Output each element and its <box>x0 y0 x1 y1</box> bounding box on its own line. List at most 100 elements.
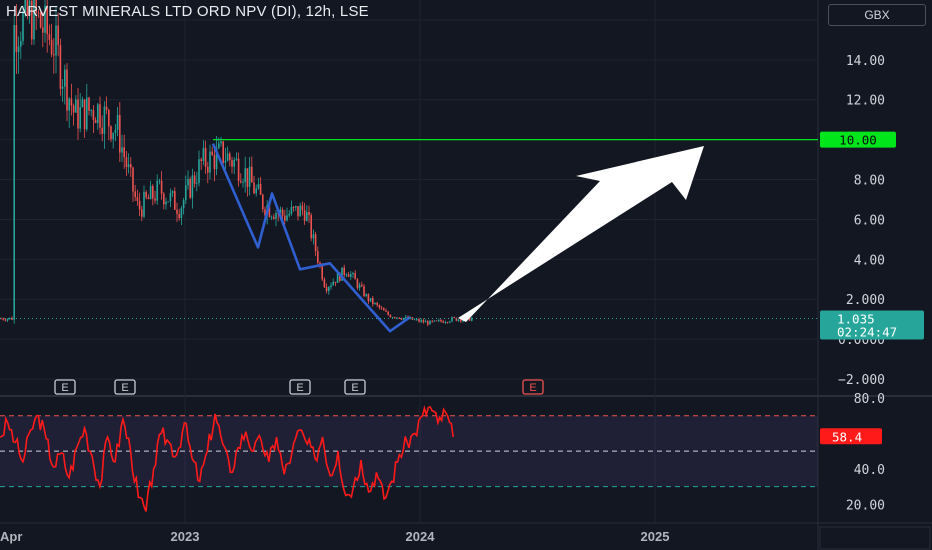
candle-body <box>165 201 167 205</box>
candle-body <box>94 119 97 124</box>
candle-body <box>455 317 458 321</box>
candle-body <box>433 320 436 322</box>
candle-body <box>242 182 244 184</box>
rsi-tick-label: 20.00 <box>846 498 885 513</box>
candle-body <box>389 314 392 318</box>
candle-body <box>255 188 257 194</box>
candle-body <box>15 25 18 53</box>
candle-body <box>6 318 9 321</box>
candle-body <box>264 209 266 216</box>
candle-body <box>108 109 110 127</box>
candle-body <box>171 191 174 194</box>
candle-body <box>68 98 70 111</box>
candles <box>0 0 473 327</box>
candle-body <box>440 319 442 322</box>
candle-body <box>372 298 374 305</box>
candle-body <box>332 281 334 286</box>
x-tick-label: 2025 <box>641 529 670 544</box>
candle-body <box>323 279 326 288</box>
candle-body <box>123 147 125 158</box>
candle-body <box>343 267 345 275</box>
last-price-countdown: 02:24:47 <box>837 324 897 339</box>
candle-body <box>154 198 156 201</box>
candle-body <box>319 262 321 266</box>
candle-body <box>200 159 202 161</box>
candle-body <box>438 319 440 321</box>
candle-body <box>229 153 231 161</box>
candle-body <box>235 158 238 160</box>
candle-body <box>57 25 59 46</box>
candle-body <box>275 213 277 219</box>
currency-button[interactable]: GBX <box>828 4 926 26</box>
corner-settings <box>819 526 931 550</box>
candle-body <box>303 210 306 221</box>
candle-body <box>77 99 79 129</box>
candle-body <box>367 294 370 302</box>
earnings-marker[interactable]: E <box>522 379 544 395</box>
candle-body <box>259 184 262 195</box>
last-price-label-bg <box>820 310 924 340</box>
candle-body <box>160 180 163 194</box>
candle-body <box>376 302 378 306</box>
candle-body <box>143 191 145 217</box>
candle-body <box>26 0 29 16</box>
earnings-marker[interactable]: E <box>344 379 366 395</box>
candle-body <box>31 0 33 40</box>
candle-body <box>24 0 26 12</box>
earnings-marker[interactable]: E <box>54 379 76 395</box>
candle-body <box>130 164 132 168</box>
candle-body <box>33 0 35 40</box>
earnings-marker[interactable]: E <box>114 379 136 395</box>
candle-body <box>330 285 332 288</box>
candle-body <box>301 205 304 211</box>
candle-body <box>284 215 286 221</box>
candle-body <box>314 234 317 252</box>
candle-body <box>72 105 75 113</box>
candle-body <box>365 294 367 297</box>
candle-body <box>312 234 315 239</box>
candle-body <box>268 205 271 217</box>
candle-body <box>405 316 407 318</box>
candle-body <box>88 97 90 111</box>
candle-body <box>290 206 293 214</box>
candle-body <box>48 34 51 40</box>
candle-body <box>97 104 99 124</box>
candle-body <box>308 212 310 216</box>
candle-body <box>292 206 295 208</box>
candle-body <box>59 45 62 89</box>
candle-body <box>286 215 288 221</box>
candle-body <box>328 287 330 292</box>
candle-body <box>215 148 218 170</box>
candle-body <box>42 27 44 33</box>
earnings-marker-label: E <box>351 382 358 394</box>
candle-body <box>64 69 66 87</box>
candle-body <box>149 186 152 200</box>
candle-body <box>336 272 339 283</box>
y-tick-label: 12.00 <box>846 94 885 109</box>
earnings-marker-box <box>54 379 76 395</box>
candle-body <box>444 322 447 323</box>
candle-body <box>46 5 48 35</box>
candle-body <box>361 284 363 287</box>
candle-body <box>185 185 187 201</box>
candle-body <box>442 321 444 323</box>
candle-body <box>202 147 205 161</box>
candle-body <box>193 175 196 184</box>
candle-body <box>37 12 40 14</box>
candle-body <box>134 191 136 198</box>
candle-body <box>468 316 471 321</box>
candle-body <box>394 317 396 318</box>
candle-body <box>196 182 198 184</box>
candle-body <box>453 317 455 319</box>
candle-body <box>391 317 394 318</box>
candle-body <box>226 153 229 161</box>
candle-body <box>380 307 383 309</box>
rsi-last-value: 58.4 <box>832 429 862 444</box>
candle-body <box>297 206 299 217</box>
earnings-marker[interactable]: E <box>289 379 311 395</box>
candle-body <box>347 274 350 277</box>
candle-body <box>240 180 242 183</box>
candle-body <box>35 0 37 13</box>
candle-body <box>248 166 251 187</box>
